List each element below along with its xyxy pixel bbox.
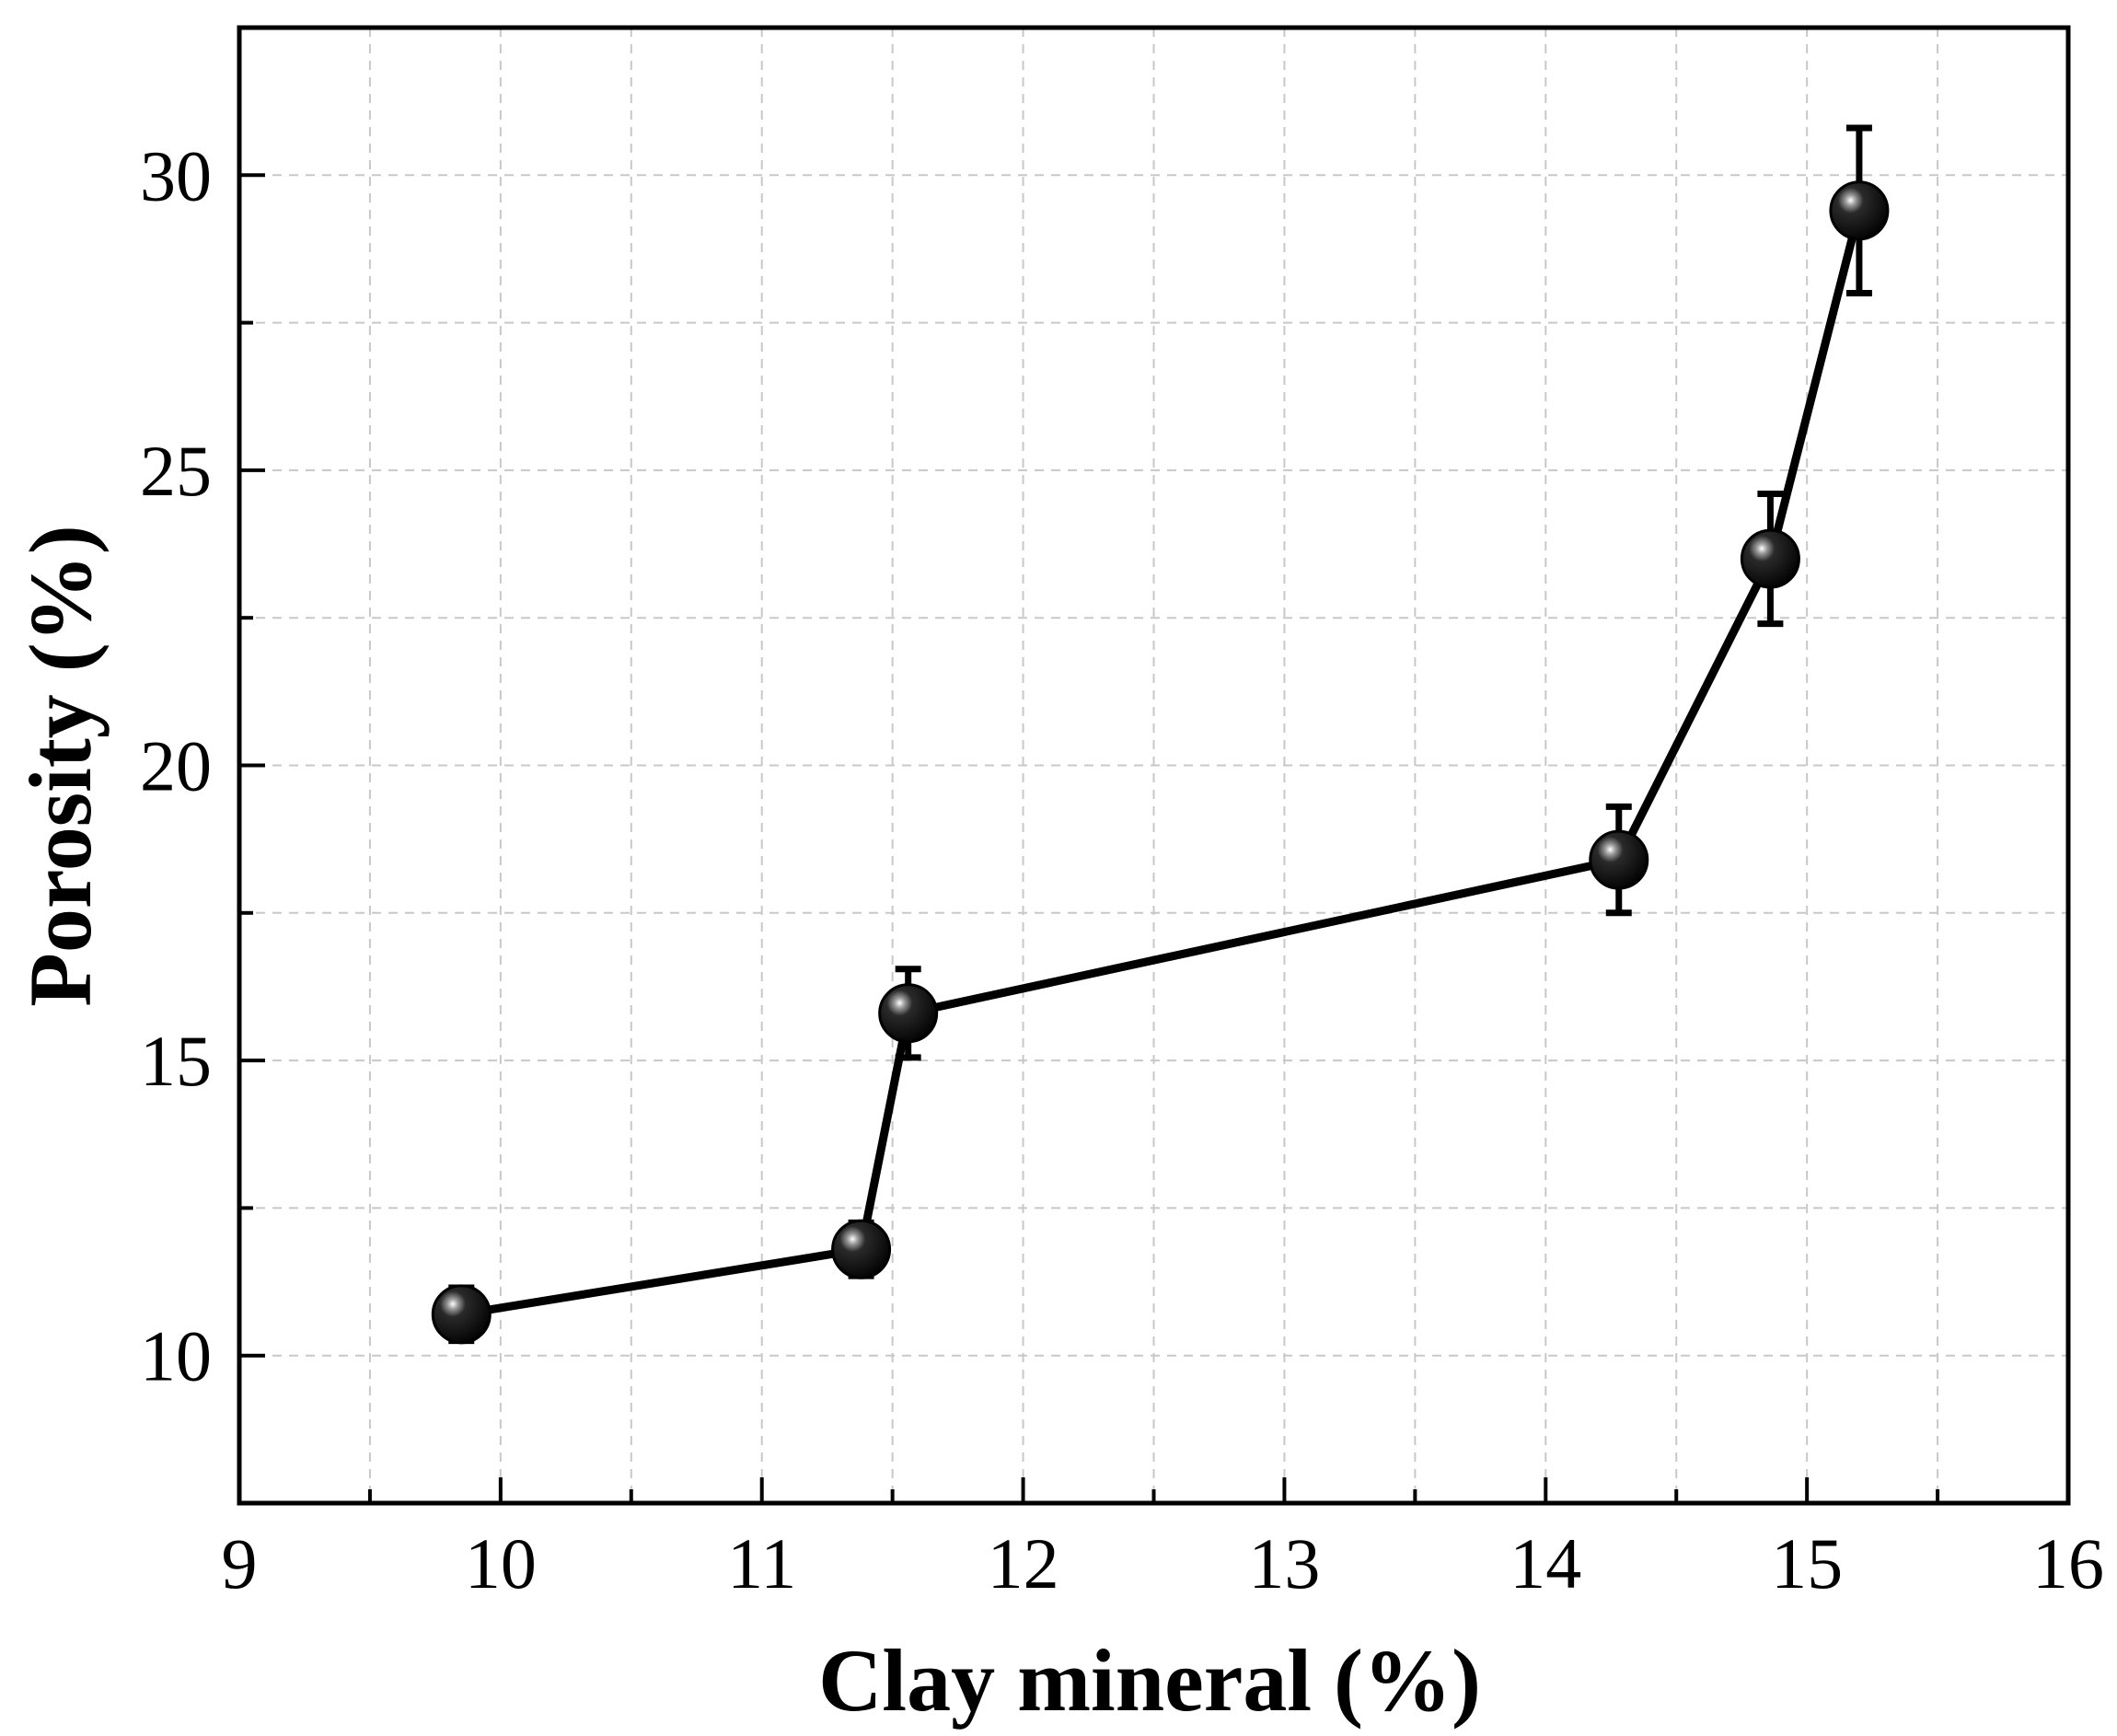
data-point bbox=[1589, 829, 1649, 890]
x-axis-title: Clay mineral (%) bbox=[818, 1631, 1481, 1730]
x-tick-label: 10 bbox=[465, 1523, 537, 1603]
y-tick-label: 30 bbox=[140, 135, 212, 215]
axis-ticks bbox=[237, 173, 2070, 1503]
y-tick-label: 25 bbox=[140, 431, 212, 511]
grid bbox=[239, 28, 2068, 1503]
data-point bbox=[1740, 528, 1800, 589]
y-tick-label: 10 bbox=[140, 1316, 212, 1396]
x-tick-label: 15 bbox=[1771, 1523, 1843, 1603]
x-tick-label: 14 bbox=[1510, 1523, 1581, 1603]
y-tick-label: 15 bbox=[140, 1021, 212, 1101]
data-point bbox=[831, 1219, 892, 1279]
x-tick-label: 12 bbox=[988, 1523, 1059, 1603]
y-tick-label: 20 bbox=[140, 726, 212, 806]
data-point bbox=[431, 1284, 492, 1345]
x-tick-label: 16 bbox=[2032, 1523, 2104, 1603]
data-point bbox=[1829, 180, 1890, 241]
tick-labels: 9 10 11 12 13 14 15 16 10 15 20 25 30 bbox=[140, 135, 2104, 1603]
x-tick-label: 9 bbox=[222, 1523, 258, 1603]
x-tick-label: 11 bbox=[727, 1523, 796, 1603]
x-tick-label: 13 bbox=[1248, 1523, 1320, 1603]
series-porosity bbox=[431, 124, 1890, 1345]
series-line bbox=[460, 209, 1864, 1319]
y-axis-title: Porosity (%) bbox=[11, 525, 110, 1006]
data-point bbox=[878, 983, 939, 1044]
